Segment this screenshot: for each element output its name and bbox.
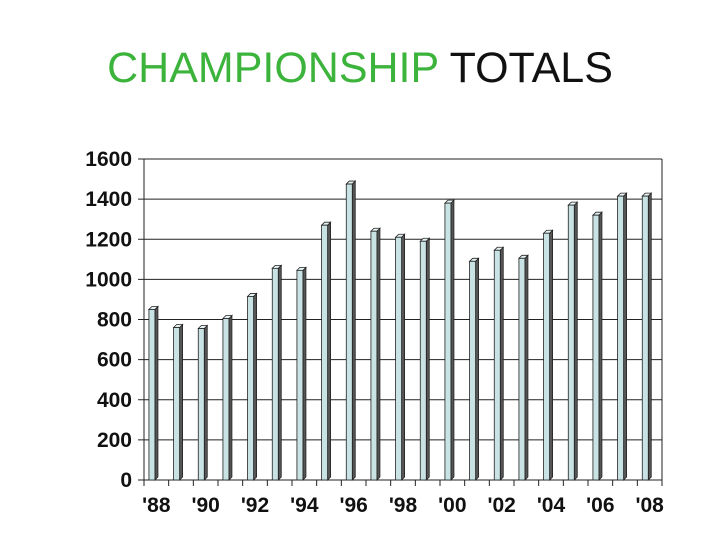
bar-side-'04 [549, 229, 553, 481]
bar-'94 [295, 266, 307, 481]
bar-front-'88 [148, 309, 156, 481]
bar-front-'08 [641, 195, 649, 481]
y-tick-label-1000: 1000 [85, 268, 132, 291]
chart-title: CHAMPIONSHIP TOTALS [0, 42, 720, 94]
x-tick-label-5: '98 [389, 494, 418, 517]
x-tick-label-2: '92 [241, 494, 269, 517]
y-tick-label-200: 200 [97, 429, 132, 452]
x-tick-labels: '88 '90 '92 '94 '96 '98 '00 '02 '04 '06 '08 [142, 494, 664, 517]
bar-front-'92 [247, 296, 255, 481]
bar-side-'07 [623, 192, 627, 481]
axes [138, 158, 663, 486]
bar-'05 [567, 201, 579, 481]
bar-'99 [419, 237, 431, 481]
bar-front-'95 [321, 224, 329, 481]
bar-front-'99 [419, 240, 427, 481]
bar-'92 [246, 292, 258, 481]
bar-front-'91 [222, 318, 230, 481]
bar-side-'96 [351, 180, 356, 481]
bar-front-'97 [370, 230, 378, 481]
bar-side-'00 [450, 199, 455, 481]
bar-front-'94 [296, 269, 304, 481]
title-part-championship: CHAMPIONSHIP [107, 44, 439, 92]
bar-'03 [517, 254, 529, 481]
bar-front-'01 [469, 260, 477, 481]
bar-side-'97 [376, 227, 381, 481]
x-tick-label-10: '08 [635, 494, 664, 517]
bar-'01 [468, 257, 480, 481]
x-tick-label-8: '04 [537, 494, 566, 517]
bar-side-'03 [524, 254, 529, 481]
title-part-totals: TOTALS [449, 44, 613, 92]
bar-side-'92 [253, 292, 258, 481]
bar-'06 [591, 211, 603, 481]
bar-side-'99 [425, 237, 430, 481]
bar-side-'02 [499, 246, 504, 481]
bar-side-'98 [401, 233, 406, 481]
bars [147, 180, 653, 481]
bar-front-'07 [617, 195, 624, 481]
bar-'91 [221, 314, 233, 481]
bar-side-'90 [203, 324, 208, 481]
bar-front-'05 [567, 204, 575, 481]
bar-front-'06 [592, 214, 600, 481]
bar-'04 [542, 229, 554, 481]
x-tick-label-7: '02 [487, 494, 515, 517]
bar-'00 [443, 199, 455, 481]
y-tick-label-800: 800 [97, 309, 132, 332]
bar-side-'89 [179, 323, 184, 481]
bar-front-'98 [395, 236, 403, 481]
bar-'90 [197, 324, 209, 481]
bar-front-'96 [345, 183, 353, 481]
x-tick-label-0: '88 [142, 494, 171, 517]
bar-'95 [320, 221, 332, 481]
bar-front-'03 [518, 257, 526, 481]
y-tick-label-400: 400 [97, 389, 132, 412]
bar-front-'04 [543, 232, 550, 481]
bar-side-'08 [647, 192, 652, 481]
bar-side-'91 [228, 314, 233, 481]
bar-'88 [147, 305, 159, 481]
bar-'07 [616, 192, 628, 481]
y-tick-label-600: 600 [97, 349, 132, 372]
bar-front-'93 [271, 267, 279, 481]
y-tick-labels: 0 200 400 600 800 1000 1200 1400 1600 [85, 148, 132, 492]
bar-'98 [394, 233, 406, 481]
x-tick-label-3: '94 [290, 494, 319, 517]
bar-front-'90 [197, 328, 205, 481]
bar-side-'94 [302, 266, 307, 481]
bar-side-'06 [598, 211, 603, 481]
bar-'89 [172, 323, 184, 481]
y-tick-label-1400: 1400 [85, 188, 132, 211]
bar-'08 [641, 192, 653, 481]
bar-'02 [493, 246, 505, 481]
x-tick-label-4: '96 [339, 494, 367, 517]
bar-'97 [369, 227, 381, 481]
x-tick-label-9: '06 [586, 494, 614, 517]
bar-front-'02 [493, 249, 501, 481]
bar-side-'05 [573, 201, 578, 481]
bar-front-'00 [444, 202, 452, 481]
x-tick-label-6: '00 [438, 494, 466, 517]
bar-front-'89 [173, 327, 181, 481]
bar-side-'88 [154, 305, 159, 481]
bar-side-'01 [475, 257, 480, 481]
bar-side-'93 [277, 264, 282, 481]
bar-'93 [271, 264, 283, 481]
y-tick-label-0: 0 [120, 469, 132, 492]
bar-side-'95 [327, 221, 332, 481]
y-tick-label-1600: 1600 [85, 148, 132, 171]
y-tick-label-1200: 1200 [85, 228, 132, 251]
bar-'96 [345, 180, 357, 481]
x-tick-label-1: '90 [191, 494, 219, 517]
